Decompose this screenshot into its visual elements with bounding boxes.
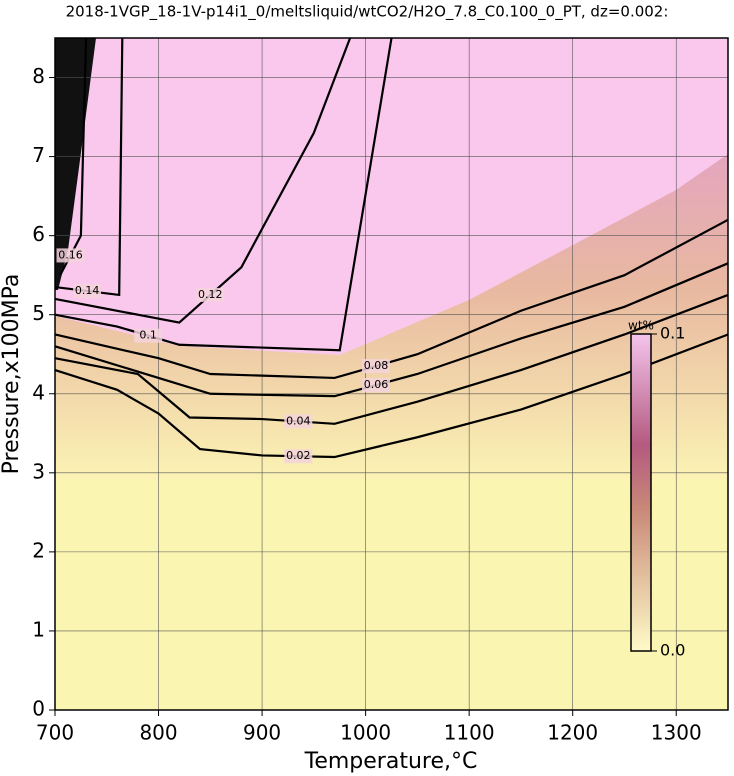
x-tick-label: 1300 (651, 721, 702, 745)
x-tick-label: 1200 (547, 721, 598, 745)
contour-label: 0.12 (198, 288, 223, 301)
contour-label-bg (73, 283, 102, 298)
x-tick-label: 800 (139, 721, 177, 745)
grid (54, 38, 728, 711)
contour-label: 0.14 (75, 284, 100, 297)
contour-label-bg (134, 328, 163, 343)
contour-label-bg (284, 449, 313, 464)
y-tick-label: 4 (32, 380, 45, 404)
contour-label: 0.1 (139, 329, 157, 342)
contour-label-bg (284, 414, 313, 429)
x-tick-label: 1100 (444, 721, 495, 745)
x-tick-label: 700 (36, 721, 74, 745)
contour-label: 0.04 (286, 414, 311, 427)
contour-line (54, 37, 393, 352)
contour-line (54, 293, 729, 425)
contour-label: 0.08 (364, 359, 389, 372)
y-tick-label: 7 (32, 143, 45, 167)
y-tick-label: 3 (32, 459, 45, 483)
y-tick-label: 6 (32, 222, 45, 246)
colorbar-tick-label: 0.0 (660, 641, 685, 660)
contour-label-bg (361, 378, 390, 393)
y-tick-label: 8 (32, 64, 45, 88)
contour-label: 0.16 (58, 248, 83, 261)
plot-fill (55, 38, 728, 710)
colorbar-label: wt% (628, 319, 654, 333)
colorbar (630, 333, 652, 652)
contour-label-bg (196, 287, 225, 302)
contour-label: 0.02 (286, 449, 311, 462)
y-tick-label: 5 (32, 301, 45, 325)
x-tick-label: 900 (243, 721, 281, 745)
high-region (55, 38, 728, 355)
contours: 0.02 0.04 0.06 0.08 0.1 0.12 0.14 0.16 (54, 37, 729, 464)
x-axis-label: Temperature,°C (304, 749, 478, 774)
contour-label-bg (56, 248, 85, 263)
contour-label-bg (361, 359, 390, 374)
contour-line (54, 37, 352, 324)
chart-title: 2018-1VGP_18-1V-p14i1_0/meltsliquid/wtCO… (66, 3, 669, 22)
y-tick-label: 1 (32, 617, 45, 641)
plot-frame (54, 37, 729, 711)
y-tick-label: 0 (32, 697, 45, 721)
dense-contours (55, 38, 96, 290)
colorbar-tick-label: 0.1 (660, 324, 685, 343)
contour-label: 0.06 (364, 378, 389, 391)
x-tick-label: 1000 (340, 721, 391, 745)
y-axis-label: Pressure,x100MPa (0, 274, 24, 475)
y-tick-label: 2 (32, 538, 45, 562)
